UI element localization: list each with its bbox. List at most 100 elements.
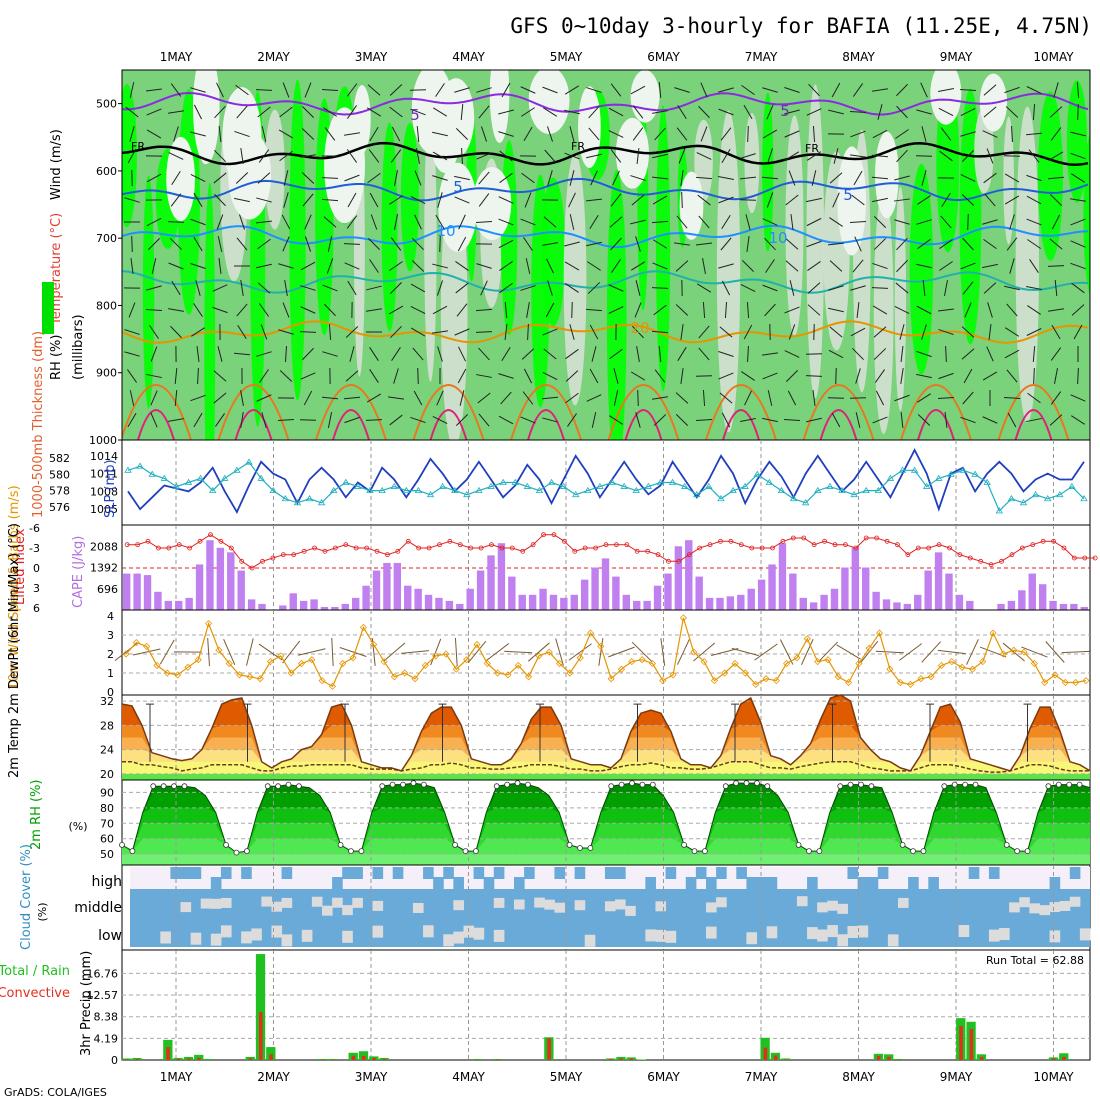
cape-bar xyxy=(872,591,880,610)
cloud-cell xyxy=(372,900,384,911)
wind-barb xyxy=(304,236,312,252)
wind-barb xyxy=(190,131,206,137)
wind-barb xyxy=(498,415,514,425)
rh-point xyxy=(639,781,646,788)
wind-barb xyxy=(1026,328,1042,336)
wind-barb xyxy=(300,372,316,380)
cloud-cell xyxy=(928,877,939,889)
wind-barb xyxy=(324,303,336,317)
slp-tick: 1011 xyxy=(90,468,118,481)
wind-barb-10m xyxy=(467,640,487,664)
wind-barb xyxy=(501,346,511,362)
wind-speed-point xyxy=(958,663,966,671)
wind-barb xyxy=(940,127,952,141)
isotherm-line xyxy=(1014,409,1053,440)
wind-barb xyxy=(961,194,975,206)
li-point xyxy=(603,542,609,548)
thickness-point xyxy=(511,478,519,485)
wind-speed-point xyxy=(721,669,729,677)
cloud-cell xyxy=(988,929,1000,942)
wind-barb xyxy=(613,368,619,384)
rh-point xyxy=(514,780,521,786)
panel8-label: 3hr Precip (mm) xyxy=(79,951,94,1056)
rh-point xyxy=(379,783,386,790)
thickness-point xyxy=(693,490,701,498)
li-point xyxy=(218,538,224,544)
precip-panel: 4.19 8.38 12.57 16.76 0 Run Total = 62.88 3h… xyxy=(0,949,1091,1067)
slp-tick: 1005 xyxy=(90,503,118,516)
wind-barb xyxy=(630,175,646,181)
cloud-cell xyxy=(1069,896,1081,907)
wind-barb xyxy=(675,304,689,316)
wind-barb xyxy=(343,243,361,245)
wind-barb xyxy=(569,214,575,230)
wind-speed-point xyxy=(473,640,481,649)
wind-barb xyxy=(590,170,598,186)
cape-bar xyxy=(612,576,620,610)
cape-bar xyxy=(279,605,287,610)
wind-barb xyxy=(547,126,553,142)
cloud-cell xyxy=(271,925,283,938)
wind-barb xyxy=(764,303,776,317)
wind-barb xyxy=(500,391,512,405)
label-millibars: (millibars) xyxy=(71,314,86,380)
wind-barb xyxy=(414,170,422,186)
wind-barb xyxy=(764,237,776,251)
wind-barb-10m xyxy=(1021,646,1048,658)
cape-bar xyxy=(1038,584,1047,610)
wind-barb xyxy=(475,220,493,224)
wind-barb xyxy=(346,149,358,163)
wind-barb xyxy=(1009,258,1015,274)
precip-bar xyxy=(781,1058,791,1060)
rh-point xyxy=(837,783,844,790)
wind-barb xyxy=(652,195,668,205)
wind-barb xyxy=(197,367,199,385)
wind-speed-point xyxy=(927,673,935,681)
thickness-point xyxy=(850,490,858,498)
wind-barb xyxy=(327,236,333,252)
wind-barb xyxy=(783,419,801,421)
cape-bar xyxy=(341,603,349,610)
wind-barb xyxy=(124,351,140,357)
wind-barb xyxy=(828,349,844,359)
date-label: 2MAY xyxy=(257,50,290,64)
rh-point xyxy=(816,848,823,854)
wind-barb xyxy=(1004,349,1020,359)
wind-barb xyxy=(190,152,206,160)
li-point xyxy=(759,545,765,551)
wind-barb xyxy=(235,84,249,96)
thickness-point xyxy=(644,482,653,489)
contour-label: 5 xyxy=(780,102,790,120)
precip-tick: 16.76 xyxy=(87,967,119,980)
li-point xyxy=(947,545,952,551)
wind-barb xyxy=(608,130,624,138)
cloud-cell xyxy=(372,925,384,938)
wind-barb xyxy=(455,261,469,271)
cape-bar xyxy=(664,573,672,610)
wind-barb xyxy=(569,170,575,186)
wind-speed-point xyxy=(896,678,904,687)
li-point xyxy=(926,545,932,551)
thickness-point xyxy=(729,486,737,494)
wind-barb-10m xyxy=(660,638,666,666)
wind-barb xyxy=(167,221,185,223)
wind-barb xyxy=(504,301,508,319)
wind-barb xyxy=(127,412,137,428)
wind-barb xyxy=(740,283,756,293)
li-point xyxy=(593,545,598,551)
wind-barb xyxy=(1004,195,1020,205)
thickness-point xyxy=(789,494,798,502)
wind-barb xyxy=(916,350,932,358)
pressure-level-panel: 500 600 700 800 900 1000 5 5 FR FR FR 5 5 10 10 20 RH … xyxy=(42,69,1091,447)
wind-barb xyxy=(937,308,955,312)
thickness-point xyxy=(971,470,979,477)
wind-barb-10m xyxy=(966,639,979,665)
cloud-cell xyxy=(615,867,626,879)
wind-barb xyxy=(586,87,602,93)
wind-barb xyxy=(808,83,820,97)
cape-bar xyxy=(591,567,599,610)
wind-barb xyxy=(916,393,932,403)
cape-bar xyxy=(383,562,391,610)
wind-barb xyxy=(983,106,997,118)
rh-point xyxy=(868,783,875,790)
